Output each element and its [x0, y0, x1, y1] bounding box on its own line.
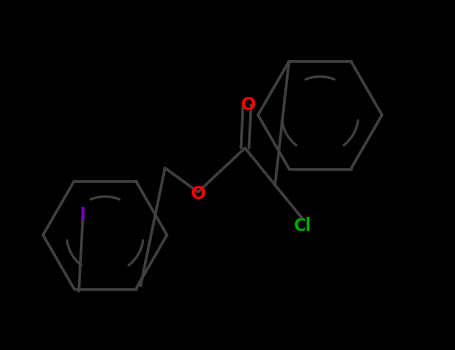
Text: O: O: [190, 185, 206, 203]
Text: O: O: [240, 96, 256, 114]
Text: Cl: Cl: [293, 217, 311, 235]
Text: I: I: [80, 206, 86, 224]
